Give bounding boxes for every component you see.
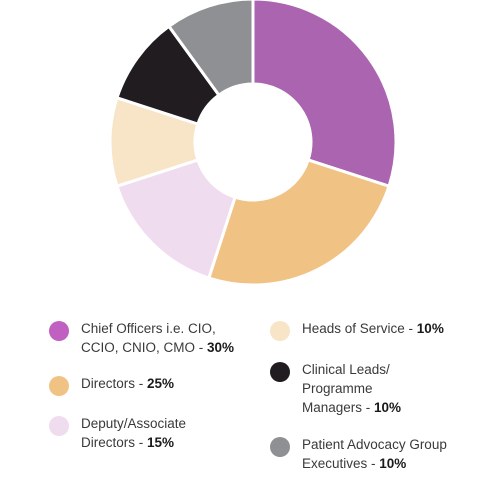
donut-slice-1 bbox=[251, 0, 398, 188]
legend-label-text: CCIO, CNIO, CMO - bbox=[81, 340, 207, 355]
legend-swatch bbox=[49, 416, 69, 436]
legend-label-text: Patient Advocacy Group bbox=[302, 437, 447, 452]
legend-label-line: Managers - 10% bbox=[302, 398, 401, 417]
legend-item: Chief Officers i.e. CIO, CCIO, CNIO, CMO … bbox=[49, 319, 234, 357]
legend-percentage: 10% bbox=[416, 321, 444, 336]
legend-percentage: 10% bbox=[374, 400, 402, 415]
legend-item: Clinical Leads/Programme Managers - 10% bbox=[270, 360, 401, 417]
legend-label-line: Programme bbox=[302, 379, 401, 398]
legend-swatch bbox=[270, 437, 290, 457]
legend-label-text: Deputy/Associate bbox=[81, 416, 187, 431]
legend-label-line: Heads of Service - 10% bbox=[302, 319, 444, 338]
legend-label-line: Clinical Leads/ bbox=[302, 360, 401, 379]
legend-label-line: Deputy/Associate bbox=[81, 414, 186, 433]
legend-label-line: Executives - 10% bbox=[302, 454, 447, 473]
legend-label: Patient Advocacy Group Executives - 10% bbox=[302, 435, 447, 473]
legend-label: Chief Officers i.e. CIO, CCIO, CNIO, CMO … bbox=[81, 319, 234, 357]
legend-label-text: Executives - bbox=[302, 456, 380, 471]
donut-slice-2 bbox=[207, 158, 391, 287]
legend-label-line: CCIO, CNIO, CMO - 30% bbox=[81, 338, 234, 357]
legend-label-line: Directors - 25% bbox=[81, 374, 174, 393]
legend-percentage: 25% bbox=[147, 376, 175, 391]
donut-slice-3 bbox=[115, 158, 237, 280]
legend-item: Heads of Service - 10% bbox=[270, 319, 444, 341]
legend-swatch bbox=[270, 321, 290, 341]
legend-label-text: Programme bbox=[302, 381, 373, 396]
legend-swatch bbox=[270, 362, 290, 382]
legend-label-text: Directors - bbox=[81, 435, 148, 450]
legend-label-text: Managers - bbox=[302, 400, 375, 415]
legend-label-text: Chief Officers i.e. CIO, bbox=[81, 321, 216, 336]
legend-label: Directors - 25% bbox=[81, 374, 174, 393]
donut-slice-6 bbox=[167, 0, 255, 97]
legend-swatch bbox=[49, 376, 69, 396]
legend-percentage: 30% bbox=[207, 340, 235, 355]
legend-label: Deputy/Associate Directors - 15% bbox=[81, 414, 186, 452]
legend-label-line: Patient Advocacy Group bbox=[302, 435, 447, 454]
legend-item: Deputy/Associate Directors - 15% bbox=[49, 414, 186, 452]
legend-percentage: 10% bbox=[379, 456, 407, 471]
legend-label-line: Directors - 15% bbox=[81, 433, 186, 452]
legend-percentage: 15% bbox=[147, 435, 175, 450]
legend-label-line: Chief Officers i.e. CIO, bbox=[81, 319, 234, 338]
legend-item: Patient Advocacy Group Executives - 10% bbox=[270, 435, 447, 473]
legend-label-text: Clinical Leads/ bbox=[302, 362, 390, 377]
legend-item: Directors - 25% bbox=[49, 374, 174, 396]
legend-label: Clinical Leads/Programme Managers - 10% bbox=[302, 360, 401, 417]
legend-label: Heads of Service - 10% bbox=[302, 319, 444, 338]
legend-label-text: Directors - bbox=[81, 376, 148, 391]
legend-swatch bbox=[49, 321, 69, 341]
legend-label-text: Heads of Service - bbox=[302, 321, 417, 336]
